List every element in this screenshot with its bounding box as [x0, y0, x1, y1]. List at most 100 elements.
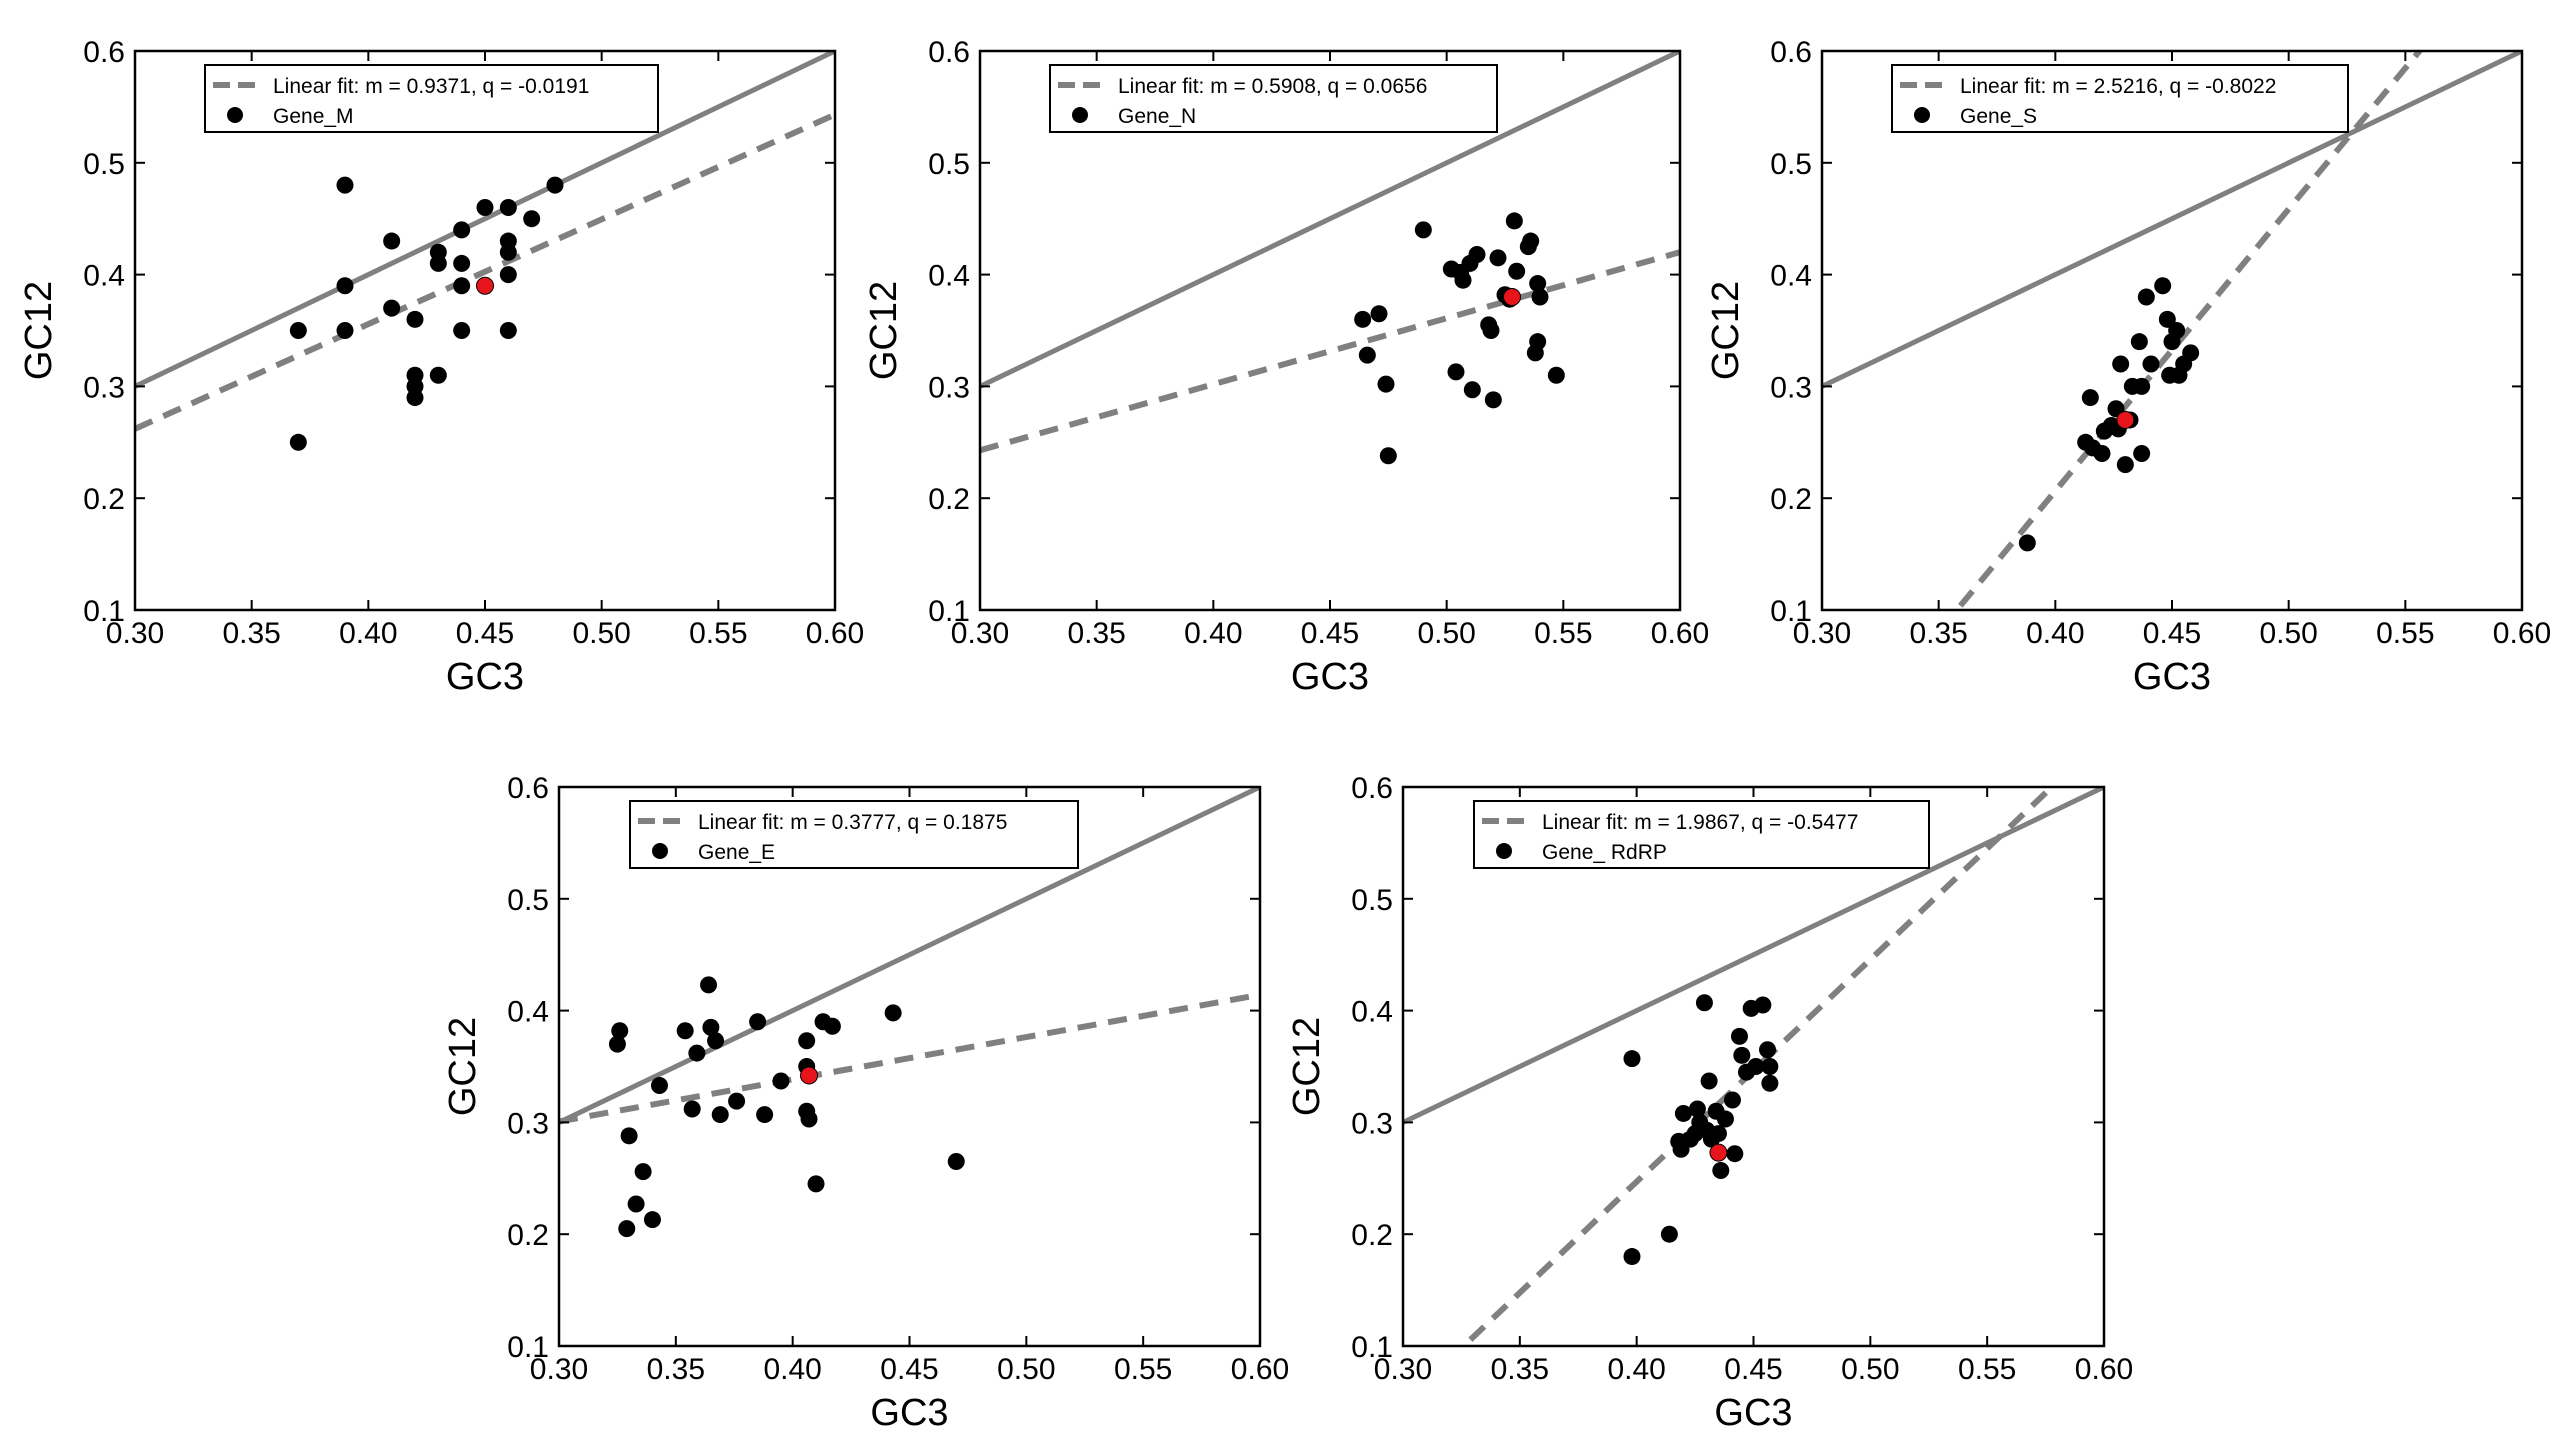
- y-tick-label: 0.1: [83, 595, 125, 628]
- y-axis: 0.1 0.2 0.3 0.4 0.5 0.6: [507, 772, 1260, 1364]
- y-axis-label: GC12: [863, 281, 905, 380]
- data-point: [2081, 389, 2099, 407]
- data-point: [2133, 444, 2151, 462]
- y-tick-label: 0.6: [1351, 772, 1393, 805]
- plot-background: [559, 787, 1260, 1346]
- x-tick-label: 0.55: [1958, 1353, 2016, 1386]
- x-axis-label: GC3: [2133, 656, 2211, 698]
- x-tick-label: 0.35: [647, 1353, 705, 1386]
- x-tick-label: 0.35: [1067, 617, 1125, 650]
- linear-fit-line: [980, 249, 1680, 454]
- legend-box: [1049, 64, 1498, 133]
- legend: Linear fit: m = 0.9371, q = -0.0191 Gene_…: [204, 64, 659, 133]
- legend-series-label: Gene_ RdRP: [1542, 841, 1667, 864]
- x-axis: 0.30 0.35 0.40 0.45 0.50 0.55 0.60: [1793, 51, 2551, 650]
- data-point: [1354, 310, 1372, 328]
- y-tick-label: 0.2: [1351, 1219, 1393, 1252]
- y-tick-label: 0.4: [1770, 260, 1812, 293]
- data-point: [2018, 534, 2036, 552]
- data-point: [611, 1022, 629, 1040]
- x-tick-label: 0.55: [1534, 617, 1592, 650]
- chart-gene-n: 0.30 0.35 0.40 0.45 0.50 0.55 0.60 0.1 0.2 0.3 0.4…: [863, 36, 1709, 698]
- x-tick-label: 0.50: [2259, 617, 2317, 650]
- x-tick-label: 0.30: [106, 617, 164, 650]
- data-point: [2154, 277, 2172, 295]
- data-point: [1454, 271, 1472, 289]
- data-point: [499, 266, 517, 284]
- data-point: [884, 1004, 902, 1022]
- x-axis: 0.30 0.35 0.40 0.45 0.50 0.55 0.60: [951, 51, 1709, 650]
- data-point: [1522, 232, 1540, 250]
- data-point: [2142, 355, 2160, 373]
- data-point: [688, 1044, 706, 1062]
- data-point: [546, 176, 564, 194]
- x-tick-label: 0.30: [530, 1353, 588, 1386]
- data-point: [798, 1032, 816, 1050]
- data-point: [1508, 262, 1526, 280]
- legend: Linear fit: m = 2.5216, q = -0.8022 Gene_…: [1891, 64, 2349, 133]
- legend: Linear fit: m = 0.3777, q = 0.1875 Gene_E: [629, 800, 1079, 869]
- data-point: [1414, 221, 1432, 239]
- chart-gene-rdrp: 0.30 0.35 0.40 0.45 0.50 0.55 0.60 0.1 0.2 0.3 0.4…: [1286, 772, 2133, 1434]
- x-tick-label: 0.40: [1607, 1353, 1665, 1386]
- data-point: [2130, 333, 2148, 351]
- legend-series-label: Gene_E: [698, 841, 775, 864]
- y-axis-label: GC12: [442, 1017, 484, 1116]
- reference-line: [1822, 51, 2522, 389]
- x-tick-label: 0.45: [456, 617, 514, 650]
- data-point: [1531, 288, 1549, 306]
- data-point: [429, 366, 447, 384]
- x-tick-label: 0.55: [2376, 617, 2434, 650]
- data-point: [711, 1106, 729, 1124]
- data-point: [1700, 1072, 1718, 1090]
- data-point: [383, 232, 401, 250]
- data-point: [1759, 1041, 1777, 1059]
- linear-fit-line: [559, 991, 1260, 1125]
- data-point: [499, 322, 517, 339]
- data-point: [2116, 456, 2134, 474]
- y-tick-label: 0.5: [83, 148, 125, 181]
- data-point: [1660, 1225, 1678, 1243]
- data-point: [1733, 1046, 1751, 1064]
- data-points: [1354, 212, 1565, 465]
- data-point: [476, 199, 494, 217]
- x-tick-label: 0.45: [1724, 1353, 1782, 1386]
- x-tick-label: 0.60: [806, 617, 864, 650]
- data-point: [627, 1195, 645, 1213]
- data-point: [289, 322, 307, 339]
- y-axis-label: GC12: [1286, 1017, 1328, 1116]
- data-point: [620, 1127, 638, 1145]
- x-tick-label: 0.60: [2075, 1353, 2133, 1386]
- data-point: [608, 1035, 626, 1053]
- legend: Linear fit: m = 0.5908, q = 0.0656 Gene_N: [1049, 64, 1498, 133]
- legend-box: [629, 800, 1079, 869]
- data-point: [772, 1072, 790, 1090]
- y-tick-label: 0.6: [83, 36, 125, 69]
- data-point: [1358, 346, 1376, 364]
- chart-gene-e: 0.30 0.35 0.40 0.45 0.50 0.55 0.60 0.1 0.2 0.3 0.4…: [442, 772, 1289, 1434]
- data-point: [499, 199, 517, 217]
- data-point: [1529, 275, 1547, 293]
- x-tick-label: 0.30: [1374, 1353, 1432, 1386]
- data-point: [1716, 1110, 1734, 1128]
- data-point: [634, 1163, 652, 1181]
- x-axis-label: GC3: [1714, 1392, 1792, 1434]
- x-tick-label: 0.50: [997, 1353, 1055, 1386]
- legend-series-swatch: [1914, 107, 1930, 123]
- y-axis-label: GC12: [18, 281, 60, 380]
- legend-fit-label: Linear fit: m = 0.5908, q = 0.0656: [1118, 75, 1427, 98]
- legend-fit-label: Linear fit: m = 0.9371, q = -0.0191: [273, 75, 589, 98]
- data-point: [618, 1220, 636, 1238]
- x-tick-label: 0.40: [1184, 617, 1242, 650]
- x-tick-label: 0.30: [1793, 617, 1851, 650]
- x-tick-label: 0.60: [1651, 617, 1709, 650]
- data-point: [1547, 366, 1565, 384]
- x-tick-label: 0.40: [763, 1353, 821, 1386]
- highlight-point: [476, 276, 494, 295]
- data-point: [383, 299, 401, 317]
- data-points: [608, 976, 965, 1238]
- data-point: [406, 310, 424, 328]
- data-point: [406, 389, 424, 407]
- data-point: [336, 176, 354, 194]
